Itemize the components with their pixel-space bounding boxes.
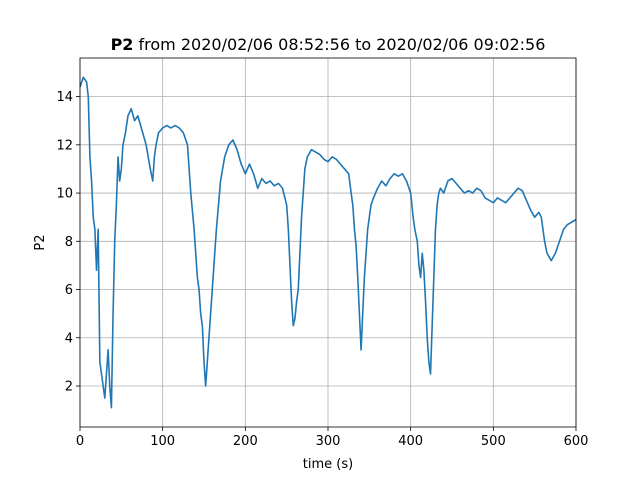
chart-title-rest: from 2020/02/06 08:52:56 to 2020/02/06 0…: [133, 35, 545, 54]
x-axis-ticks: 0 100 200 300 400 500 600: [76, 427, 589, 449]
x-tick-label: 0: [76, 434, 84, 449]
plot-area: 0 100 200 300 400 500 600 2 4 6 8 10 12 14: [56, 57, 589, 449]
y-tick-label: 14: [56, 90, 73, 105]
y-tick-label: 8: [65, 235, 73, 250]
x-tick-label: 600: [564, 434, 589, 449]
x-tick-label: 200: [233, 434, 258, 449]
y-tick-label: 4: [65, 331, 73, 346]
y-axis-label: P2: [33, 234, 48, 250]
y-tick-label: 2: [65, 380, 73, 395]
chart-title-bold: P2: [111, 35, 134, 54]
x-tick-label: 500: [481, 434, 506, 449]
x-tick-label: 400: [398, 434, 423, 449]
y-tick-label: 6: [65, 283, 73, 298]
chart-title: P2 from 2020/02/06 08:52:56 to 2020/02/0…: [111, 35, 546, 54]
y-tick-label: 10: [56, 187, 73, 202]
y-tick-label: 12: [56, 138, 73, 153]
x-tick-label: 100: [150, 434, 175, 449]
x-axis-label: time (s): [303, 457, 353, 472]
y-axis-ticks: 2 4 6 8 10 12 14: [56, 90, 80, 395]
x-tick-label: 300: [316, 434, 341, 449]
series-line-p2: [79, 76, 577, 409]
